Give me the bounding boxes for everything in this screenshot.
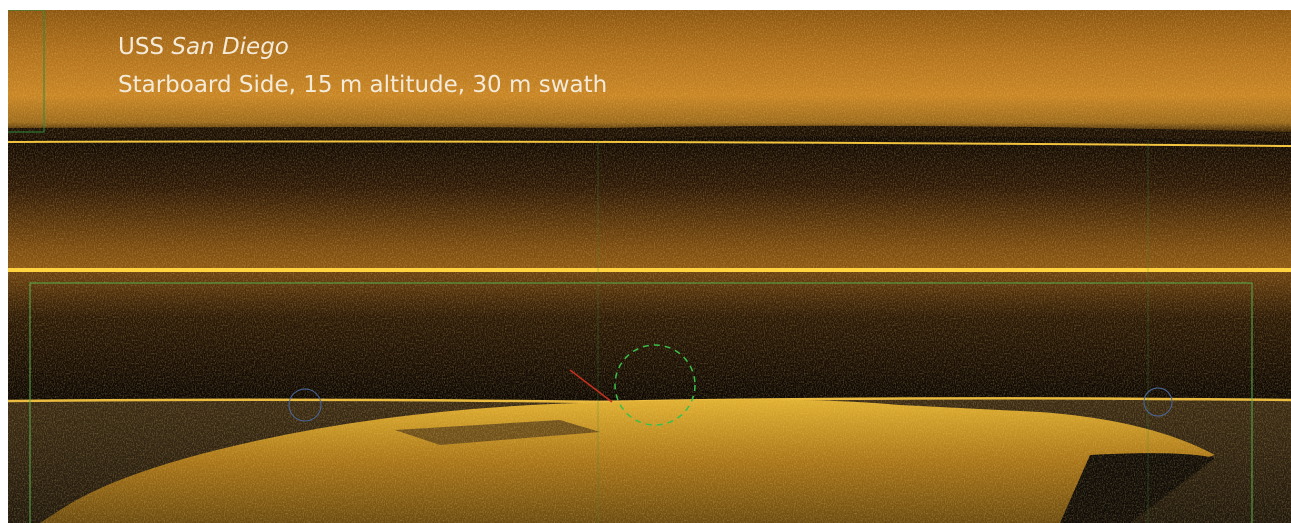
subtitle: Starboard Side, 15 m altitude, 30 m swat… — [118, 72, 607, 98]
title-ship: San Diego — [171, 34, 289, 60]
title-prefix: USS — [118, 34, 164, 60]
title: USS San Diego — [118, 34, 289, 60]
